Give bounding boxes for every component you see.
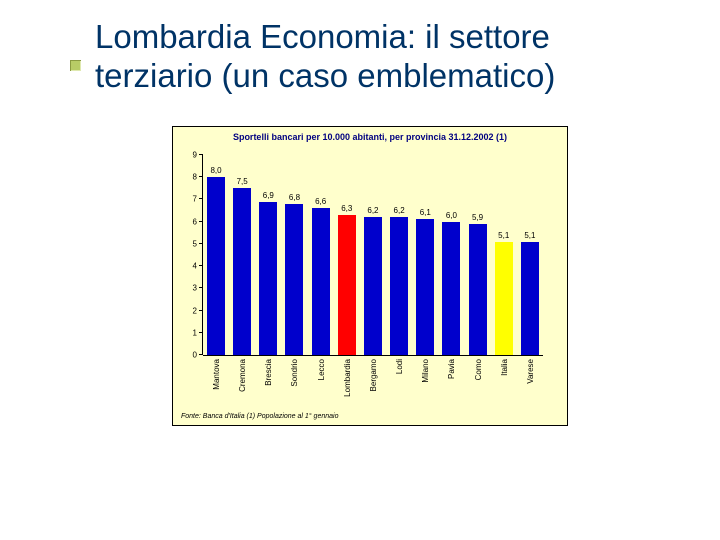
x-axis-label: Lombardia [338, 359, 356, 409]
x-axis-label: Varese [521, 359, 539, 409]
bar-fill [338, 215, 356, 355]
bar-fill [495, 242, 513, 355]
slide: Lombardia Economia: il settore terziario… [0, 0, 720, 540]
chart-title: Sportelli bancari per 10.000 abitanti, p… [173, 132, 567, 142]
y-tick-label: 7 [183, 195, 197, 204]
x-axis-label: Cremona [233, 359, 251, 409]
y-tick-label: 3 [183, 284, 197, 293]
bar-fill [521, 242, 539, 355]
bar-value-label: 6,3 [341, 204, 352, 213]
x-axis-label: Lecco [312, 359, 330, 409]
bar-value-label: 6,6 [315, 197, 326, 206]
bar-value-label: 5,1 [498, 231, 509, 240]
x-axis-label: Milano [416, 359, 434, 409]
chart-bar: 5,9 [469, 224, 487, 355]
bar-value-label: 5,9 [472, 213, 483, 222]
chart-bar: 6,6 [312, 208, 330, 355]
chart-bar: 6,3 [338, 215, 356, 355]
chart-bar: 7,5 [233, 188, 251, 355]
bar-fill [207, 177, 225, 355]
chart-container: Sportelli bancari per 10.000 abitanti, p… [172, 126, 568, 426]
bar-value-label: 6,2 [394, 206, 405, 215]
title-bullet-col [70, 18, 81, 71]
x-axis-label: Mantova [207, 359, 225, 409]
bar-value-label: 8,0 [210, 166, 221, 175]
chart-bar: 5,1 [521, 242, 539, 355]
title-block: Lombardia Economia: il settore terziario… [70, 18, 650, 96]
bar-value-label: 6,8 [289, 193, 300, 202]
chart-bar: 6,9 [259, 202, 277, 355]
bar-fill [259, 202, 277, 355]
y-tick-label: 5 [183, 239, 197, 248]
bar-fill [442, 222, 460, 355]
chart-plot-area: 0123456789 8,07,56,96,86,66,36,26,26,16,… [203, 155, 543, 355]
chart-bar: 5,1 [495, 242, 513, 355]
chart-bar: 8,0 [207, 177, 225, 355]
bar-value-label: 6,1 [420, 208, 431, 217]
bullet-square-icon [70, 60, 81, 71]
chart-bar: 6,8 [285, 204, 303, 355]
x-axis-label: Pavia [442, 359, 460, 409]
x-axis-labels: Mantova Cremona Brescia Sondrio Lecco Lombard… [203, 359, 543, 409]
chart-bars: 8,0 7,5 6,9 6,8 6,6 6,3 6,2 6,2 6,1 6,0 5,9 5,1 5,1 [203, 155, 543, 355]
bar-value-label: 6,2 [367, 206, 378, 215]
bar-fill [233, 188, 251, 355]
bar-value-label: 6,0 [446, 211, 457, 220]
y-tick-label: 9 [183, 151, 197, 160]
bar-fill [390, 217, 408, 355]
bar-fill [364, 217, 382, 355]
chart-bar: 6,0 [442, 222, 460, 355]
x-axis-label: Sondrio [285, 359, 303, 409]
y-tick-label: 2 [183, 306, 197, 315]
x-axis-label: Bergamo [364, 359, 382, 409]
x-axis-label: Lodi [390, 359, 408, 409]
bar-value-label: 7,5 [237, 177, 248, 186]
x-axis-label: Como [469, 359, 487, 409]
bar-fill [285, 204, 303, 355]
y-tick-label: 1 [183, 328, 197, 337]
slide-title: Lombardia Economia: il settore terziario… [95, 18, 650, 96]
y-tick-label: 6 [183, 217, 197, 226]
y-tick-label: 0 [183, 351, 197, 360]
bar-value-label: 6,9 [263, 191, 274, 200]
y-tick-label: 8 [183, 173, 197, 182]
y-tick-label: 4 [183, 262, 197, 271]
chart-bar: 6,2 [390, 217, 408, 355]
x-axis-label: Brescia [259, 359, 277, 409]
bar-fill [312, 208, 330, 355]
chart-bar: 6,1 [416, 219, 434, 355]
x-axis-label: Italia [495, 359, 513, 409]
chart-bar: 6,2 [364, 217, 382, 355]
bar-fill [416, 219, 434, 355]
x-axis-line [203, 355, 543, 356]
chart-footnote: Fonte: Banca d'Italia (1) Popolazione al… [181, 413, 338, 420]
bar-value-label: 5,1 [524, 231, 535, 240]
bar-fill [469, 224, 487, 355]
